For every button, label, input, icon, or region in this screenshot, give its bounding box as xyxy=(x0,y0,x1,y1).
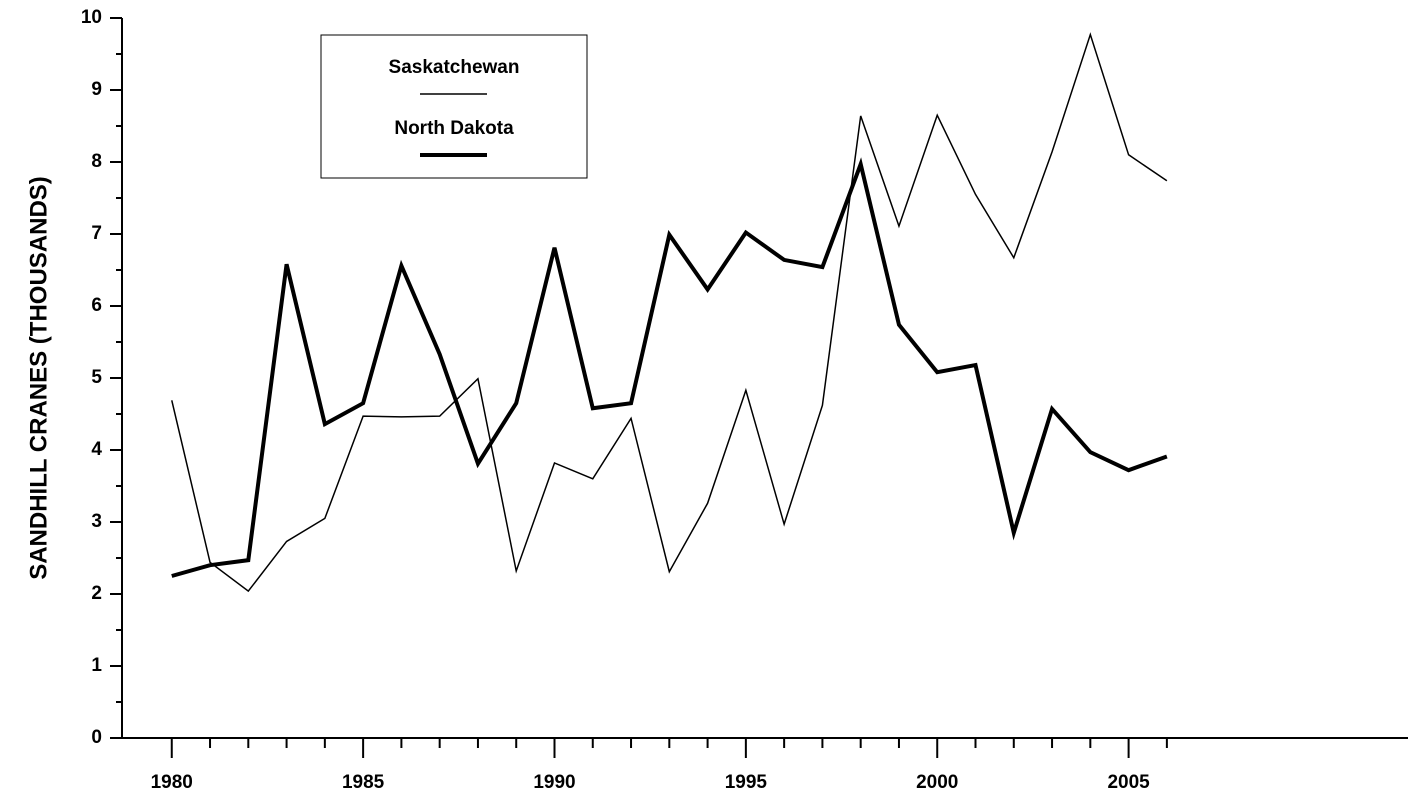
y-tick-label: 4 xyxy=(91,439,102,460)
x-tick-label: 2005 xyxy=(1107,772,1150,793)
y-tick-label: 3 xyxy=(91,511,102,532)
x-tick-label: 1995 xyxy=(725,772,768,793)
y-tick-label: 6 xyxy=(91,295,102,316)
x-tick-label: 2000 xyxy=(916,772,958,793)
y-tick-label: 7 xyxy=(91,223,102,244)
x-tick-label: 1990 xyxy=(533,772,575,793)
series-line xyxy=(171,32,1168,593)
y-tick-label: 0 xyxy=(91,727,102,748)
y-axis-label: SANDHILL CRANES (THOUSANDS) xyxy=(25,176,52,580)
y-tick-label: 10 xyxy=(81,7,102,28)
x-tick-label: 1985 xyxy=(342,772,385,793)
y-tick-label: 1 xyxy=(91,655,102,676)
y-tick-label: 5 xyxy=(91,367,102,388)
legend-label: Saskatchewan xyxy=(389,57,520,78)
series-line xyxy=(171,157,1168,578)
x-tick-label: 1980 xyxy=(151,772,193,793)
y-tick-label: 9 xyxy=(91,79,102,100)
y-tick-label: 8 xyxy=(91,151,102,172)
y-tick-label: 2 xyxy=(91,583,102,604)
legend-label: North Dakota xyxy=(394,118,514,139)
